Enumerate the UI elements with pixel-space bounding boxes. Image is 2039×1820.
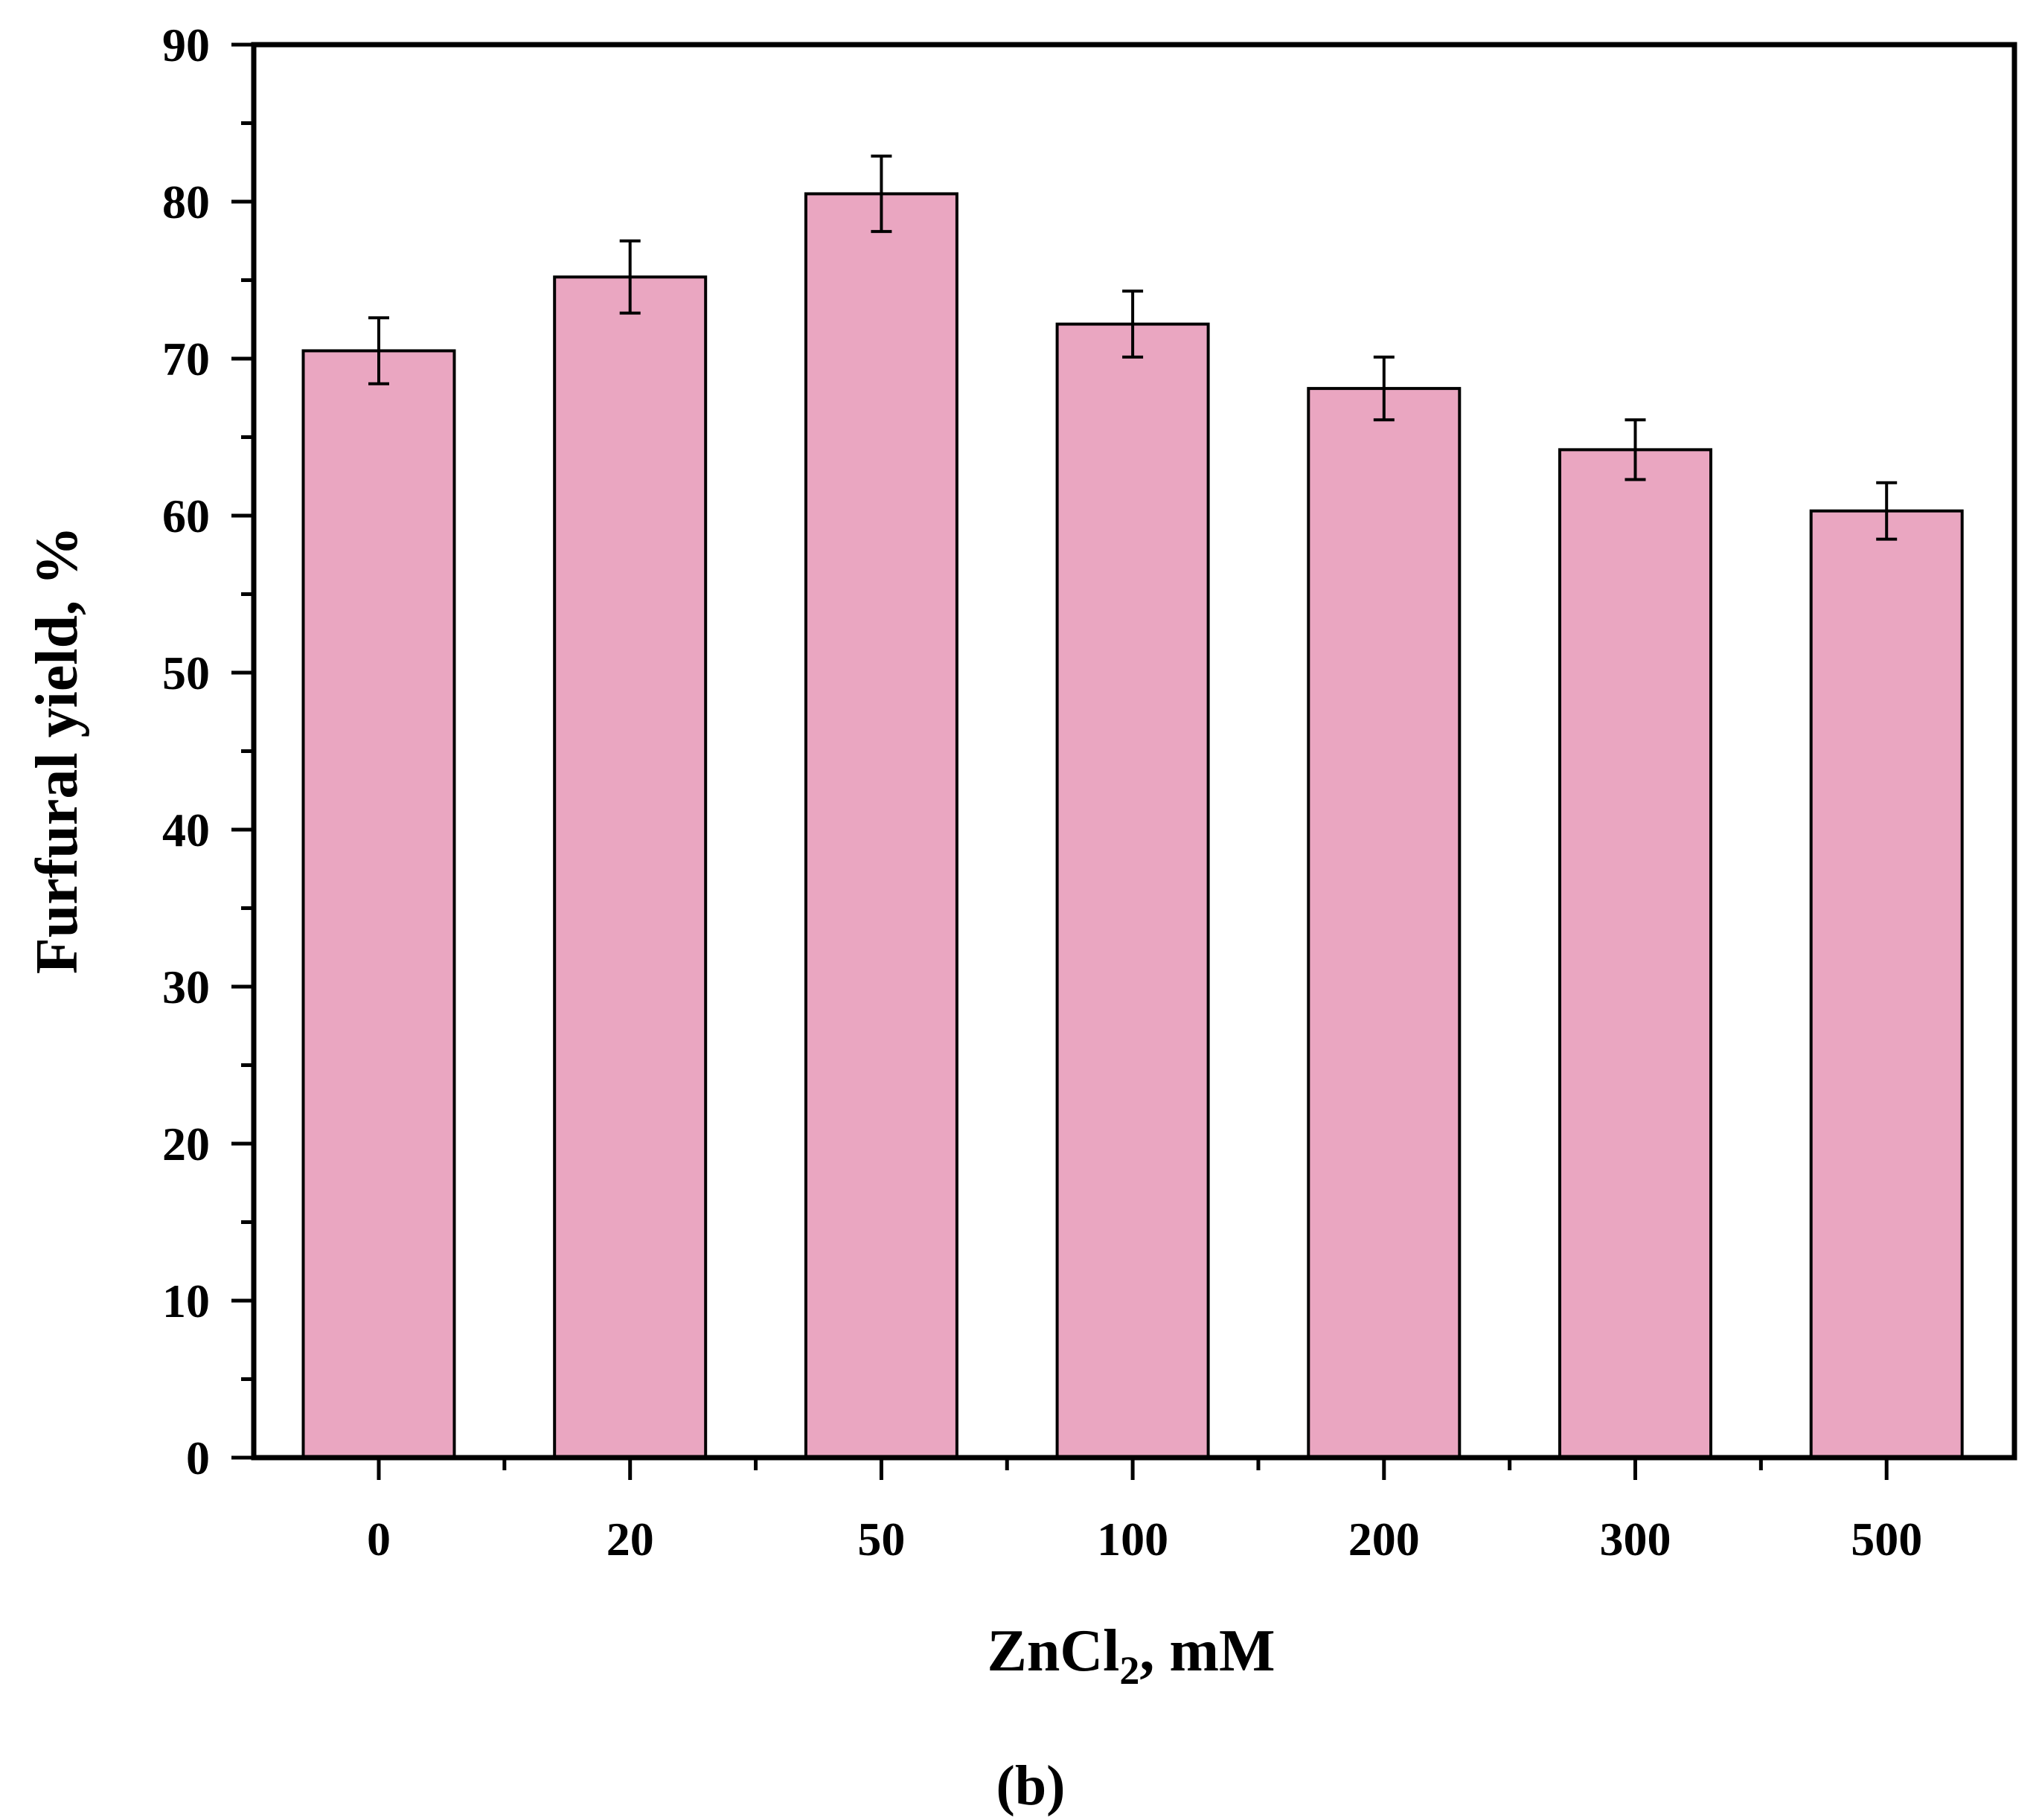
y-tick-label: 90 [162, 19, 210, 71]
x-tick-label: 100 [1097, 1513, 1168, 1566]
x-tick-label: 300 [1600, 1513, 1671, 1566]
error-bar-20 [619, 239, 641, 315]
tick-labels-layer: 0 20 50 100 200 300 500 0 10 20 30 40 50 60 70 80 90 [162, 19, 1922, 1566]
error-bar-50 [871, 154, 892, 234]
x-axis-title-subscript: 2 [1119, 1648, 1139, 1693]
bar-50 [804, 192, 958, 1460]
y-axis-title: Furfural yield, % [25, 526, 90, 974]
error-bars-layer [368, 154, 1898, 541]
x-tick-label: 500 [1851, 1513, 1922, 1566]
y-tick-label: 10 [162, 1275, 210, 1327]
bar-100 [1055, 322, 1210, 1460]
error-bar-300 [1625, 418, 1646, 481]
y-tick-label: 40 [162, 804, 210, 856]
x-tick-label: 0 [367, 1513, 391, 1566]
y-tick-label: 70 [162, 333, 210, 385]
y-tick-label: 60 [162, 490, 210, 542]
x-tick-label: 20 [606, 1513, 654, 1566]
y-tick-label: 80 [162, 176, 210, 228]
error-bar-0 [368, 316, 389, 385]
bar-200 [1307, 387, 1462, 1460]
error-bar-100 [1122, 289, 1144, 359]
x-tick-label: 200 [1348, 1513, 1420, 1566]
y-tick-label: 30 [162, 961, 210, 1013]
bar-20 [553, 275, 708, 1459]
bar-0 [301, 349, 456, 1460]
x-axis-title-rest: , mM [1139, 1618, 1275, 1684]
y-tick-label: 0 [186, 1432, 210, 1484]
bar-500 [1809, 509, 1964, 1459]
y-tick-label: 50 [162, 647, 210, 699]
error-bar-500 [1876, 481, 1898, 541]
y-tick-label: 20 [162, 1118, 210, 1170]
bars-layer [301, 192, 1964, 1460]
bar-300 [1558, 448, 1712, 1459]
panel-label: (b) [996, 1755, 1066, 1817]
x-axis-title: ZnCl2, mM [987, 1618, 1275, 1693]
error-bar-200 [1373, 355, 1395, 422]
x-axis-title-main: ZnCl [987, 1618, 1119, 1684]
plot-frame [251, 42, 2017, 1461]
x-tick-label: 50 [857, 1513, 905, 1566]
